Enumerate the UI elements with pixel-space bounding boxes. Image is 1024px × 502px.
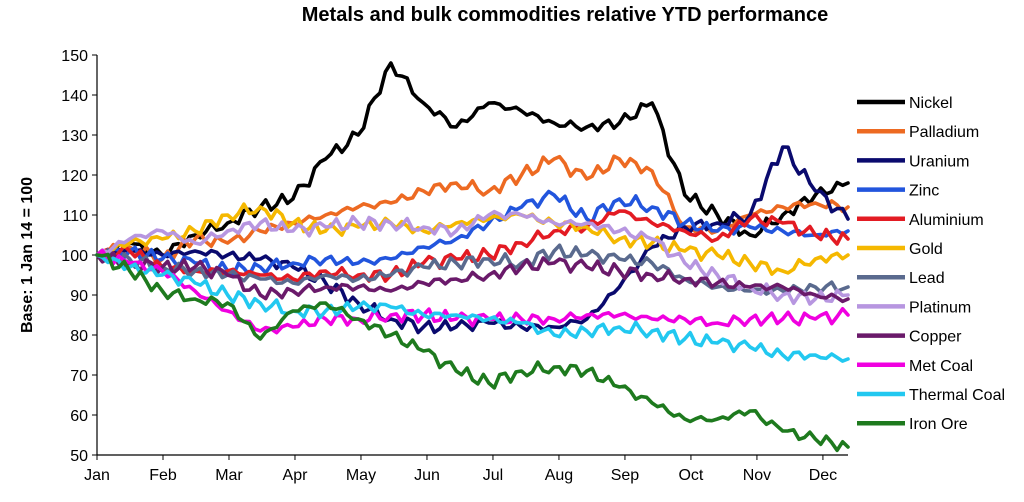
series-layer bbox=[95, 61, 850, 453]
y-tick-label: 80 bbox=[70, 328, 88, 345]
y-tick-label: 140 bbox=[61, 88, 88, 105]
y-tick-label: 50 bbox=[70, 448, 88, 465]
x-tick-label: Dec bbox=[809, 467, 837, 484]
x-tick-label: Feb bbox=[149, 467, 177, 484]
y-tick-label: 120 bbox=[61, 168, 88, 185]
y-axis-label: Base: 1 Jan 14 = 100 bbox=[19, 177, 36, 333]
y-tick-label: 60 bbox=[70, 408, 88, 425]
x-tick-label: Jun bbox=[414, 467, 440, 484]
x-tick-label: Oct bbox=[678, 467, 703, 484]
legend-label: Copper bbox=[909, 329, 962, 346]
x-tick-label: Jul bbox=[483, 467, 503, 484]
legend-label: Met Coal bbox=[909, 358, 973, 375]
x-tick-label: Sep bbox=[611, 467, 640, 484]
series-line-thermal-coal bbox=[95, 253, 850, 363]
legend-label: Aluminium bbox=[909, 212, 984, 229]
series-line-palladium bbox=[95, 154, 850, 266]
series-line-lead bbox=[95, 243, 850, 296]
legend-label: Platinum bbox=[909, 299, 971, 316]
legend-label: Gold bbox=[909, 241, 943, 258]
series-line-gold bbox=[95, 202, 850, 276]
series-line-met-coal bbox=[95, 248, 850, 335]
y-tick-label: 70 bbox=[70, 368, 88, 385]
y-tick-label: 150 bbox=[61, 48, 88, 65]
x-tick-label: Nov bbox=[743, 467, 771, 484]
legend-label: Zinc bbox=[909, 183, 939, 200]
y-tick-label: 110 bbox=[62, 208, 88, 225]
chart-title: Metals and bulk commodities relative YTD… bbox=[302, 4, 828, 26]
legend-label: Palladium bbox=[909, 124, 979, 141]
x-tick-label: Mar bbox=[215, 467, 243, 484]
x-tick-label: Apr bbox=[283, 467, 309, 484]
series-line-platinum bbox=[95, 209, 850, 306]
x-tick-label: Aug bbox=[545, 467, 573, 484]
x-tick-label: May bbox=[346, 467, 376, 484]
x-tick-label: Jan bbox=[84, 467, 110, 484]
axes: 50 60 70 80 90 100 110 120 130 140 150 Jan Feb Mar Apr… bbox=[61, 48, 848, 484]
legend-label: Lead bbox=[909, 270, 945, 287]
legend-label: Iron Ore bbox=[909, 416, 968, 433]
series-line-aluminium bbox=[95, 209, 850, 283]
series-line-uranium bbox=[95, 145, 850, 335]
legend-label: Nickel bbox=[909, 95, 953, 112]
series-line-zinc bbox=[95, 189, 850, 278]
y-tick-label: 100 bbox=[61, 248, 88, 265]
legend: Nickel Palladium Uranium Zinc Aluminium Gold L… bbox=[857, 95, 1005, 433]
y-tick-label: 90 bbox=[70, 288, 88, 305]
series-line-iron-ore bbox=[95, 252, 850, 453]
series-line-copper bbox=[95, 251, 850, 304]
y-tick-label: 130 bbox=[61, 128, 88, 145]
legend-label: Uranium bbox=[909, 153, 969, 170]
legend-label: Thermal Coal bbox=[909, 387, 1005, 404]
